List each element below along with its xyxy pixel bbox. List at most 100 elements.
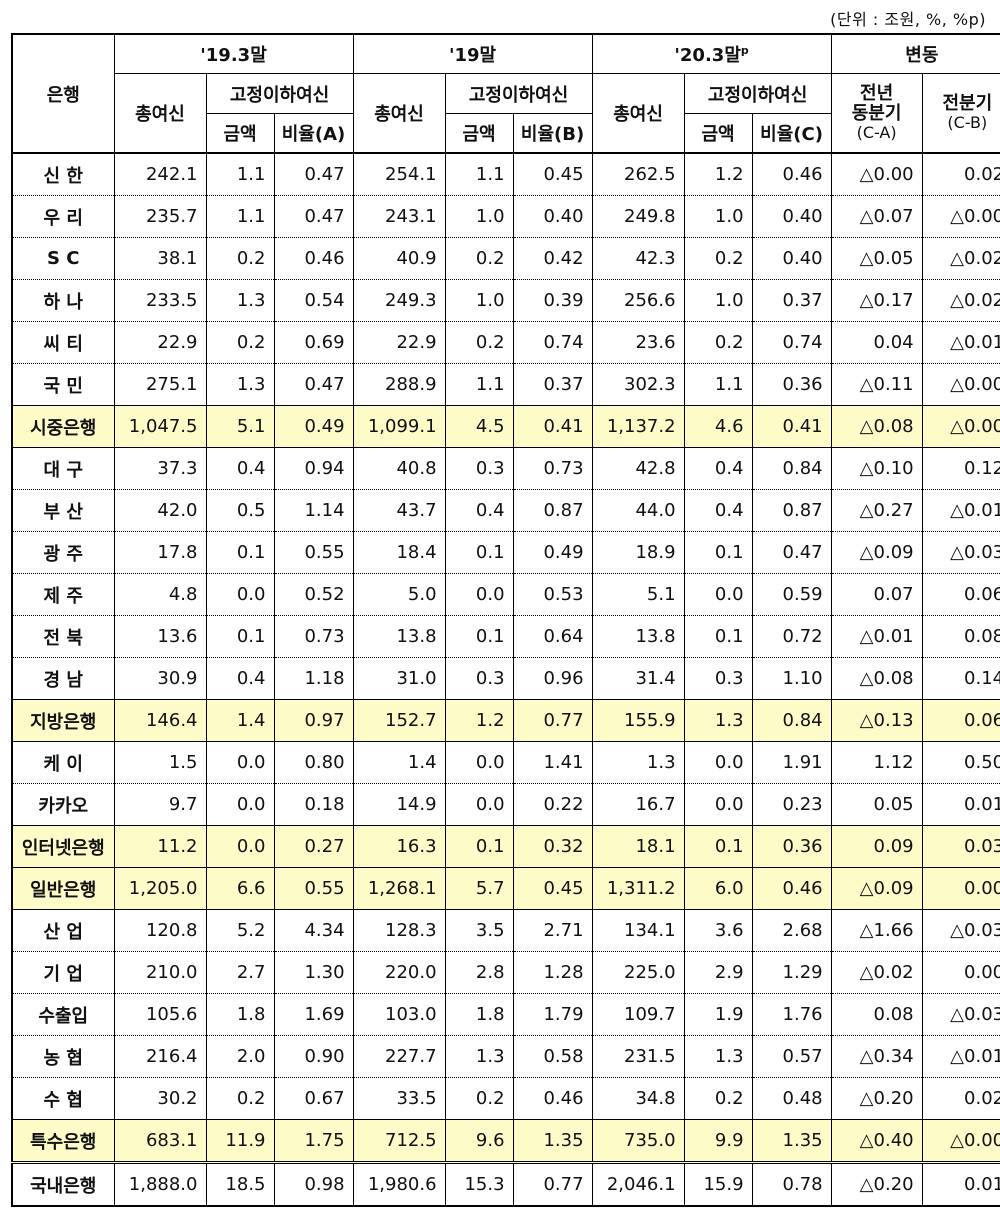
- header-bank: 은행: [11, 33, 115, 154]
- table-row: 전 북 13.6 0.1 0.73 13.8 0.1 0.64 13.8 0.1 0.72 △0.0…: [11, 615, 1000, 658]
- value-cell: 16.3: [352, 825, 446, 868]
- subtotal-row: 지방은행 146.4 1.4 0.97 152.7 1.2 0.77 155.9 1.3 0.84…: [11, 699, 1000, 742]
- value-cell: 0.87: [751, 489, 832, 532]
- value-cell: 5.7: [444, 867, 514, 910]
- value-cell: 0.4: [205, 657, 275, 700]
- value-cell: 1.1: [444, 363, 514, 406]
- value-cell: 0.96: [512, 657, 593, 700]
- value-cell: 3.5: [444, 909, 514, 952]
- value-cell: 42.3: [591, 237, 685, 280]
- npl-table: 은행 '19.3말 '19말 '20.3말p 변동 총여신 고정이하여신 총여신…: [11, 33, 1000, 1207]
- value-cell: 1.18: [273, 657, 354, 700]
- value-cell: 4.34: [273, 909, 354, 952]
- value-cell: △0.00: [921, 363, 1000, 406]
- header-amount-1: 금액: [205, 113, 275, 154]
- value-cell: 0.1: [444, 615, 514, 658]
- header-npl-1: 고정이하여신: [205, 73, 354, 114]
- value-cell: 0.45: [512, 867, 593, 910]
- value-cell: 42.8: [591, 447, 685, 490]
- value-cell: 1.2: [683, 153, 753, 196]
- value-cell: △0.00: [921, 1119, 1000, 1163]
- bank-name-cell: S C: [11, 237, 115, 280]
- value-cell: 4.8: [113, 573, 207, 616]
- value-cell: 0.0: [205, 741, 275, 784]
- value-cell: 2,046.1: [591, 1161, 685, 1206]
- value-cell: 2.71: [512, 909, 593, 952]
- value-cell: 0.0: [683, 573, 753, 616]
- value-cell: 0.40: [751, 195, 832, 238]
- value-cell: 5.1: [205, 405, 275, 448]
- value-cell: 13.8: [591, 615, 685, 658]
- value-cell: 18.4: [352, 531, 446, 574]
- table-row: 기 업 210.0 2.7 1.30 220.0 2.8 1.28 225.0 2.9 1.29 △…: [11, 951, 1000, 994]
- value-cell: 0.78: [751, 1161, 832, 1206]
- value-cell: 0.72: [751, 615, 832, 658]
- value-cell: 1,099.1: [352, 405, 446, 448]
- value-cell: 1.10: [751, 657, 832, 700]
- value-cell: 9.6: [444, 1119, 514, 1163]
- value-cell: 0.2: [444, 237, 514, 280]
- value-cell: 43.7: [352, 489, 446, 532]
- unit-note: (단위 : 조원, %, %p): [830, 10, 986, 29]
- value-cell: 1,268.1: [352, 867, 446, 910]
- value-cell: 40.9: [352, 237, 446, 280]
- value-cell: 0.90: [273, 1035, 354, 1078]
- value-cell: 0.3: [444, 447, 514, 490]
- value-cell: 302.3: [591, 363, 685, 406]
- header-ratio-a: 비율(A): [273, 113, 354, 154]
- value-cell: 1.5: [113, 741, 207, 784]
- value-cell: 1.1: [205, 195, 275, 238]
- value-cell: 0.01: [921, 783, 1000, 826]
- value-cell: 0.09: [830, 825, 923, 868]
- value-cell: 288.9: [352, 363, 446, 406]
- value-cell: 0.08: [830, 993, 923, 1036]
- header-npl-3: 고정이하여신: [683, 73, 832, 114]
- subtotal-row: 특수은행 683.1 11.9 1.75 712.5 9.6 1.35 735.0 9.9 1.3…: [11, 1119, 1000, 1163]
- value-cell: 0.46: [512, 1077, 593, 1120]
- value-cell: 5.1: [591, 573, 685, 616]
- value-cell: 2.68: [751, 909, 832, 952]
- value-cell: 0.3: [444, 657, 514, 700]
- value-cell: 1.3: [683, 699, 753, 742]
- value-cell: 1.75: [273, 1119, 354, 1163]
- value-cell: 1.2: [444, 699, 514, 742]
- value-cell: △0.09: [830, 531, 923, 574]
- header-yoy: 전년 동분기 (C-A): [830, 73, 923, 154]
- value-cell: 0.54: [273, 279, 354, 322]
- table-header: 은행 '19.3말 '19말 '20.3말p 변동 총여신 고정이하여신 총여신…: [11, 33, 1000, 154]
- value-cell: 0.84: [751, 447, 832, 490]
- value-cell: 0.27: [273, 825, 354, 868]
- header-yoy-line2: 동분기: [851, 103, 902, 124]
- value-cell: 134.1: [591, 909, 685, 952]
- value-cell: 0.77: [512, 1161, 593, 1206]
- bank-name-cell: 하 나: [11, 279, 115, 322]
- value-cell: 1.0: [683, 195, 753, 238]
- value-cell: 1,980.6: [352, 1161, 446, 1206]
- value-cell: 0.47: [751, 531, 832, 574]
- value-cell: 0.46: [273, 237, 354, 280]
- value-cell: 1.4: [352, 741, 446, 784]
- value-cell: 9.9: [683, 1119, 753, 1163]
- bank-name-cell: 기 업: [11, 951, 115, 994]
- value-cell: 1.3: [683, 1035, 753, 1078]
- value-cell: 6.0: [683, 867, 753, 910]
- value-cell: 0.3: [683, 657, 753, 700]
- value-cell: 0.0: [683, 783, 753, 826]
- value-cell: 0.1: [205, 615, 275, 658]
- value-cell: 0.2: [205, 237, 275, 280]
- value-cell: 5.2: [205, 909, 275, 952]
- value-cell: 0.02: [921, 153, 1000, 196]
- value-cell: △0.13: [830, 699, 923, 742]
- value-cell: 0.1: [444, 531, 514, 574]
- value-cell: △0.11: [830, 363, 923, 406]
- bank-name-cell: 광 주: [11, 531, 115, 574]
- value-cell: △0.02: [921, 279, 1000, 322]
- value-cell: 152.7: [352, 699, 446, 742]
- value-cell: 220.0: [352, 951, 446, 994]
- value-cell: 0.59: [751, 573, 832, 616]
- value-cell: 0.4: [444, 489, 514, 532]
- bank-name-cell: 씨 티: [11, 321, 115, 364]
- value-cell: 0.42: [512, 237, 593, 280]
- bank-name-cell: 지방은행: [11, 699, 115, 742]
- header-ratio-c: 비율(C): [751, 113, 832, 154]
